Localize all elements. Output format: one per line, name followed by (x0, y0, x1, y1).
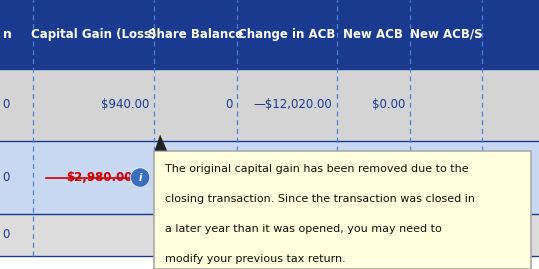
Text: 0: 0 (3, 171, 10, 184)
Text: $0.00: $0.00 (372, 98, 405, 111)
Text: Share Balance: Share Balance (148, 28, 243, 41)
Text: 0: 0 (3, 228, 10, 241)
Text: 2: 2 (414, 228, 421, 241)
Text: i: i (139, 172, 142, 183)
Text: $940.00: $940.00 (101, 98, 149, 111)
Text: 0: 0 (225, 98, 233, 111)
FancyBboxPatch shape (0, 214, 539, 256)
Text: closing transaction. Since the transaction was closed in: closing transaction. Since the transacti… (165, 194, 475, 204)
Text: -: - (285, 171, 289, 184)
Text: New ACB: New ACB (343, 28, 403, 41)
Text: New ACB/S: New ACB/S (410, 28, 482, 41)
Text: 100: 100 (211, 171, 233, 184)
Text: Capital Gain (Loss): Capital Gain (Loss) (31, 28, 156, 41)
FancyBboxPatch shape (0, 141, 539, 214)
Text: $12: $12 (412, 171, 435, 184)
Ellipse shape (130, 168, 150, 187)
FancyBboxPatch shape (0, 69, 539, 141)
Text: —$12,020.00: —$12,020.00 (254, 98, 333, 111)
Text: 0: 0 (3, 98, 10, 111)
Text: $12,020.00: $12,020.00 (338, 171, 405, 184)
Polygon shape (155, 134, 167, 151)
Text: $2,980.00: $2,980.00 (66, 171, 132, 184)
Text: modify your previous tax return.: modify your previous tax return. (165, 254, 345, 264)
Text: The original capital gain has been removed due to the: The original capital gain has been remov… (165, 164, 468, 174)
Text: a later year than it was opened, you may need to: a later year than it was opened, you may… (165, 224, 441, 234)
Text: n: n (3, 28, 11, 41)
FancyBboxPatch shape (0, 0, 539, 69)
FancyBboxPatch shape (154, 151, 531, 269)
FancyBboxPatch shape (0, 256, 539, 269)
Text: Change in ACB: Change in ACB (238, 28, 336, 41)
